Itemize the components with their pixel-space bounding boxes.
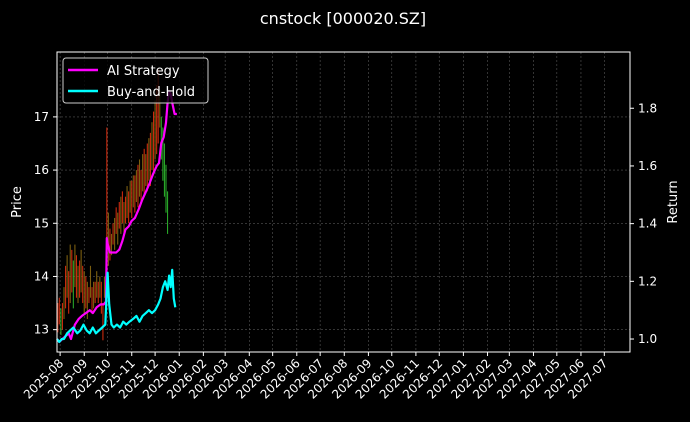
left-tick-label: 16 [34, 163, 49, 177]
legend: AI Strategy Buy-and-Hold [62, 57, 209, 104]
legend-label-ai-strategy: AI Strategy [107, 64, 180, 79]
left-axis-ticks: 13 14 15 16 17 [34, 110, 57, 337]
legend-label-buy-and-hold: Buy-and-Hold [107, 85, 195, 100]
right-tick-label: 1.2 [638, 274, 657, 288]
right-tick-label: 1.6 [638, 159, 657, 173]
left-axis-label: Price [10, 186, 25, 218]
series-line-buy-and-hold [56, 268, 177, 343]
series-lines [56, 89, 177, 343]
chart-title: cnstock [000020.SZ] [260, 9, 426, 28]
right-tick-label: 1.0 [638, 332, 657, 346]
plot-frame [56, 51, 631, 353]
right-axis-label: Return [666, 180, 681, 223]
right-tick-label: 1.8 [638, 101, 657, 115]
series-line-ai-strategy [56, 89, 177, 343]
left-tick-label: 14 [34, 269, 49, 283]
left-tick-label: 13 [34, 323, 49, 337]
right-axis-ticks: 1.0 1.2 1.4 1.6 1.8 [630, 101, 657, 346]
left-tick-label: 17 [34, 110, 49, 124]
right-tick-label: 1.4 [638, 217, 657, 231]
left-tick-label: 15 [34, 216, 49, 230]
legend-box [62, 57, 209, 104]
